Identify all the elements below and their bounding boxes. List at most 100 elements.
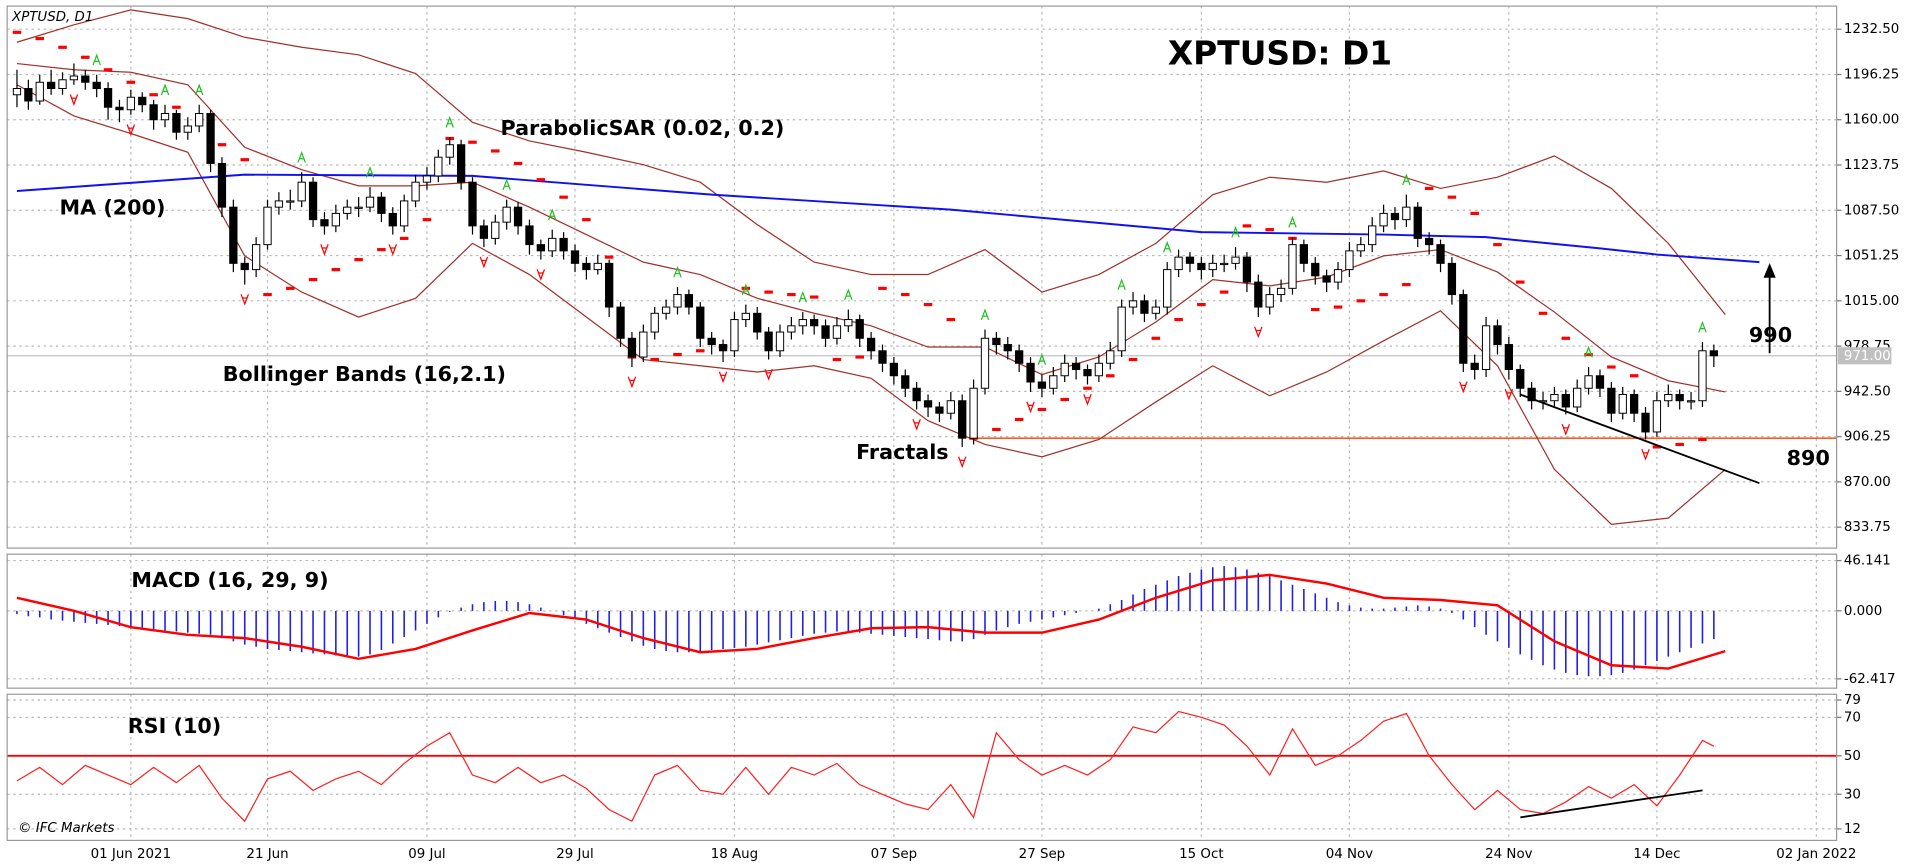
rsi-panel — [7, 710, 1837, 823]
candle-body — [1333, 269, 1343, 283]
candle-body — [1220, 262, 1229, 266]
sar-dot — [1424, 186, 1434, 191]
axes: 1232.50 1196.25 1160.00 1123.75 1087.50 1051.… — [91, 22, 1900, 862]
candle-body — [1584, 375, 1593, 389]
sar-dot — [399, 236, 409, 240]
x-tick-label: 07 Sep — [871, 847, 917, 862]
fractal-up — [160, 83, 170, 96]
fractal-up — [1584, 345, 1593, 358]
candle-body — [183, 125, 192, 133]
sar-dot — [468, 140, 477, 144]
sar-dot — [1675, 442, 1684, 447]
bollinger-label: Bollinger Bands (16,2.1) — [223, 362, 506, 386]
candle-body — [536, 244, 545, 252]
fractal-up — [1402, 173, 1411, 186]
candle-body — [1641, 412, 1650, 433]
candle-body — [58, 79, 67, 90]
candle-body — [468, 181, 477, 227]
candle-body — [126, 96, 135, 111]
candle-body — [593, 262, 602, 271]
sar-dot — [1333, 305, 1343, 309]
candle-body — [1083, 369, 1092, 377]
sar-dot — [1083, 386, 1092, 390]
fractal-up — [548, 208, 557, 221]
fractal-up — [297, 150, 306, 163]
macd-panel — [16, 566, 1726, 677]
sar-dot — [1493, 243, 1502, 247]
candle-body — [286, 200, 295, 203]
candle-body — [1049, 375, 1058, 389]
candle-body — [115, 106, 124, 111]
candle-body — [1185, 256, 1195, 264]
sar-dot — [878, 286, 887, 290]
sar-dot — [149, 93, 158, 97]
candle-body — [923, 400, 933, 408]
sar-dot — [582, 218, 591, 222]
candle-body — [1163, 269, 1172, 308]
rsi-line — [16, 710, 1715, 823]
symbol-label: XPTUSD, D1 — [11, 10, 93, 25]
sar-dot — [1265, 228, 1274, 232]
x-tick-label: 04 Nov — [1326, 847, 1373, 862]
candle-body — [149, 104, 158, 121]
sar-dot — [1174, 317, 1183, 322]
candle-body — [377, 196, 386, 214]
sar-dot — [286, 286, 295, 290]
candle-body — [1299, 244, 1309, 264]
candle-body — [1493, 325, 1502, 346]
candle-body — [1174, 256, 1183, 271]
fractal-down — [69, 94, 79, 106]
fractal-up — [92, 53, 101, 66]
sar-dot — [1652, 445, 1662, 449]
candle-body — [1322, 275, 1331, 283]
fractal-down — [126, 124, 136, 136]
ma-label: MA (200) — [60, 195, 166, 219]
candle-body — [1311, 262, 1320, 277]
candle-body — [548, 237, 557, 252]
macd-signal — [16, 573, 1726, 670]
x-tick-label: 21 Jun — [246, 847, 288, 862]
sar-dot — [855, 355, 864, 359]
candle-body — [673, 294, 682, 308]
candle-body — [1379, 212, 1388, 227]
candle-body — [1516, 369, 1525, 389]
sar-dot — [377, 248, 386, 252]
price-panel — [7, 9, 1837, 525]
candle-body — [1413, 206, 1422, 239]
candle-body — [958, 400, 967, 439]
sar-label: ParabolicSAR (0.02, 0.2) — [500, 116, 784, 140]
sar-dot — [81, 55, 90, 59]
sar-dot — [787, 292, 796, 297]
y-tick-label: 906.25 — [1844, 430, 1891, 445]
bollinger-lower — [16, 84, 1726, 525]
sar-dot — [1310, 307, 1320, 312]
candle-body — [787, 325, 796, 333]
sar-dot — [696, 349, 705, 353]
candle-body — [1208, 262, 1217, 271]
y-tick-label: 833.75 — [1844, 520, 1891, 535]
sar-dot — [1105, 374, 1115, 378]
y-tick-label: 50 — [1844, 749, 1861, 764]
y-tick-label: 1123.75 — [1844, 158, 1899, 173]
candle-body — [1015, 350, 1024, 364]
candle-body — [206, 113, 215, 164]
candle-body — [810, 319, 819, 327]
candle-body — [513, 206, 523, 227]
candle-body — [844, 319, 853, 327]
candle-body — [103, 88, 113, 108]
fractals-label: Fractals — [856, 440, 948, 464]
sar-dot — [559, 195, 568, 199]
fractal-up — [1231, 225, 1240, 238]
candle-body — [479, 225, 489, 239]
sar-dot — [650, 357, 659, 362]
macd-label: MACD (16, 29, 9) — [131, 568, 328, 592]
candle-body — [1664, 394, 1673, 402]
fractal-up — [1698, 320, 1707, 333]
moving-average — [16, 173, 1760, 264]
fractal-down — [764, 369, 773, 381]
fractal-up — [844, 288, 853, 301]
chart-title: XPTUSD: D1 — [1168, 33, 1392, 72]
y-tick-label: 46.141 — [1844, 554, 1891, 569]
